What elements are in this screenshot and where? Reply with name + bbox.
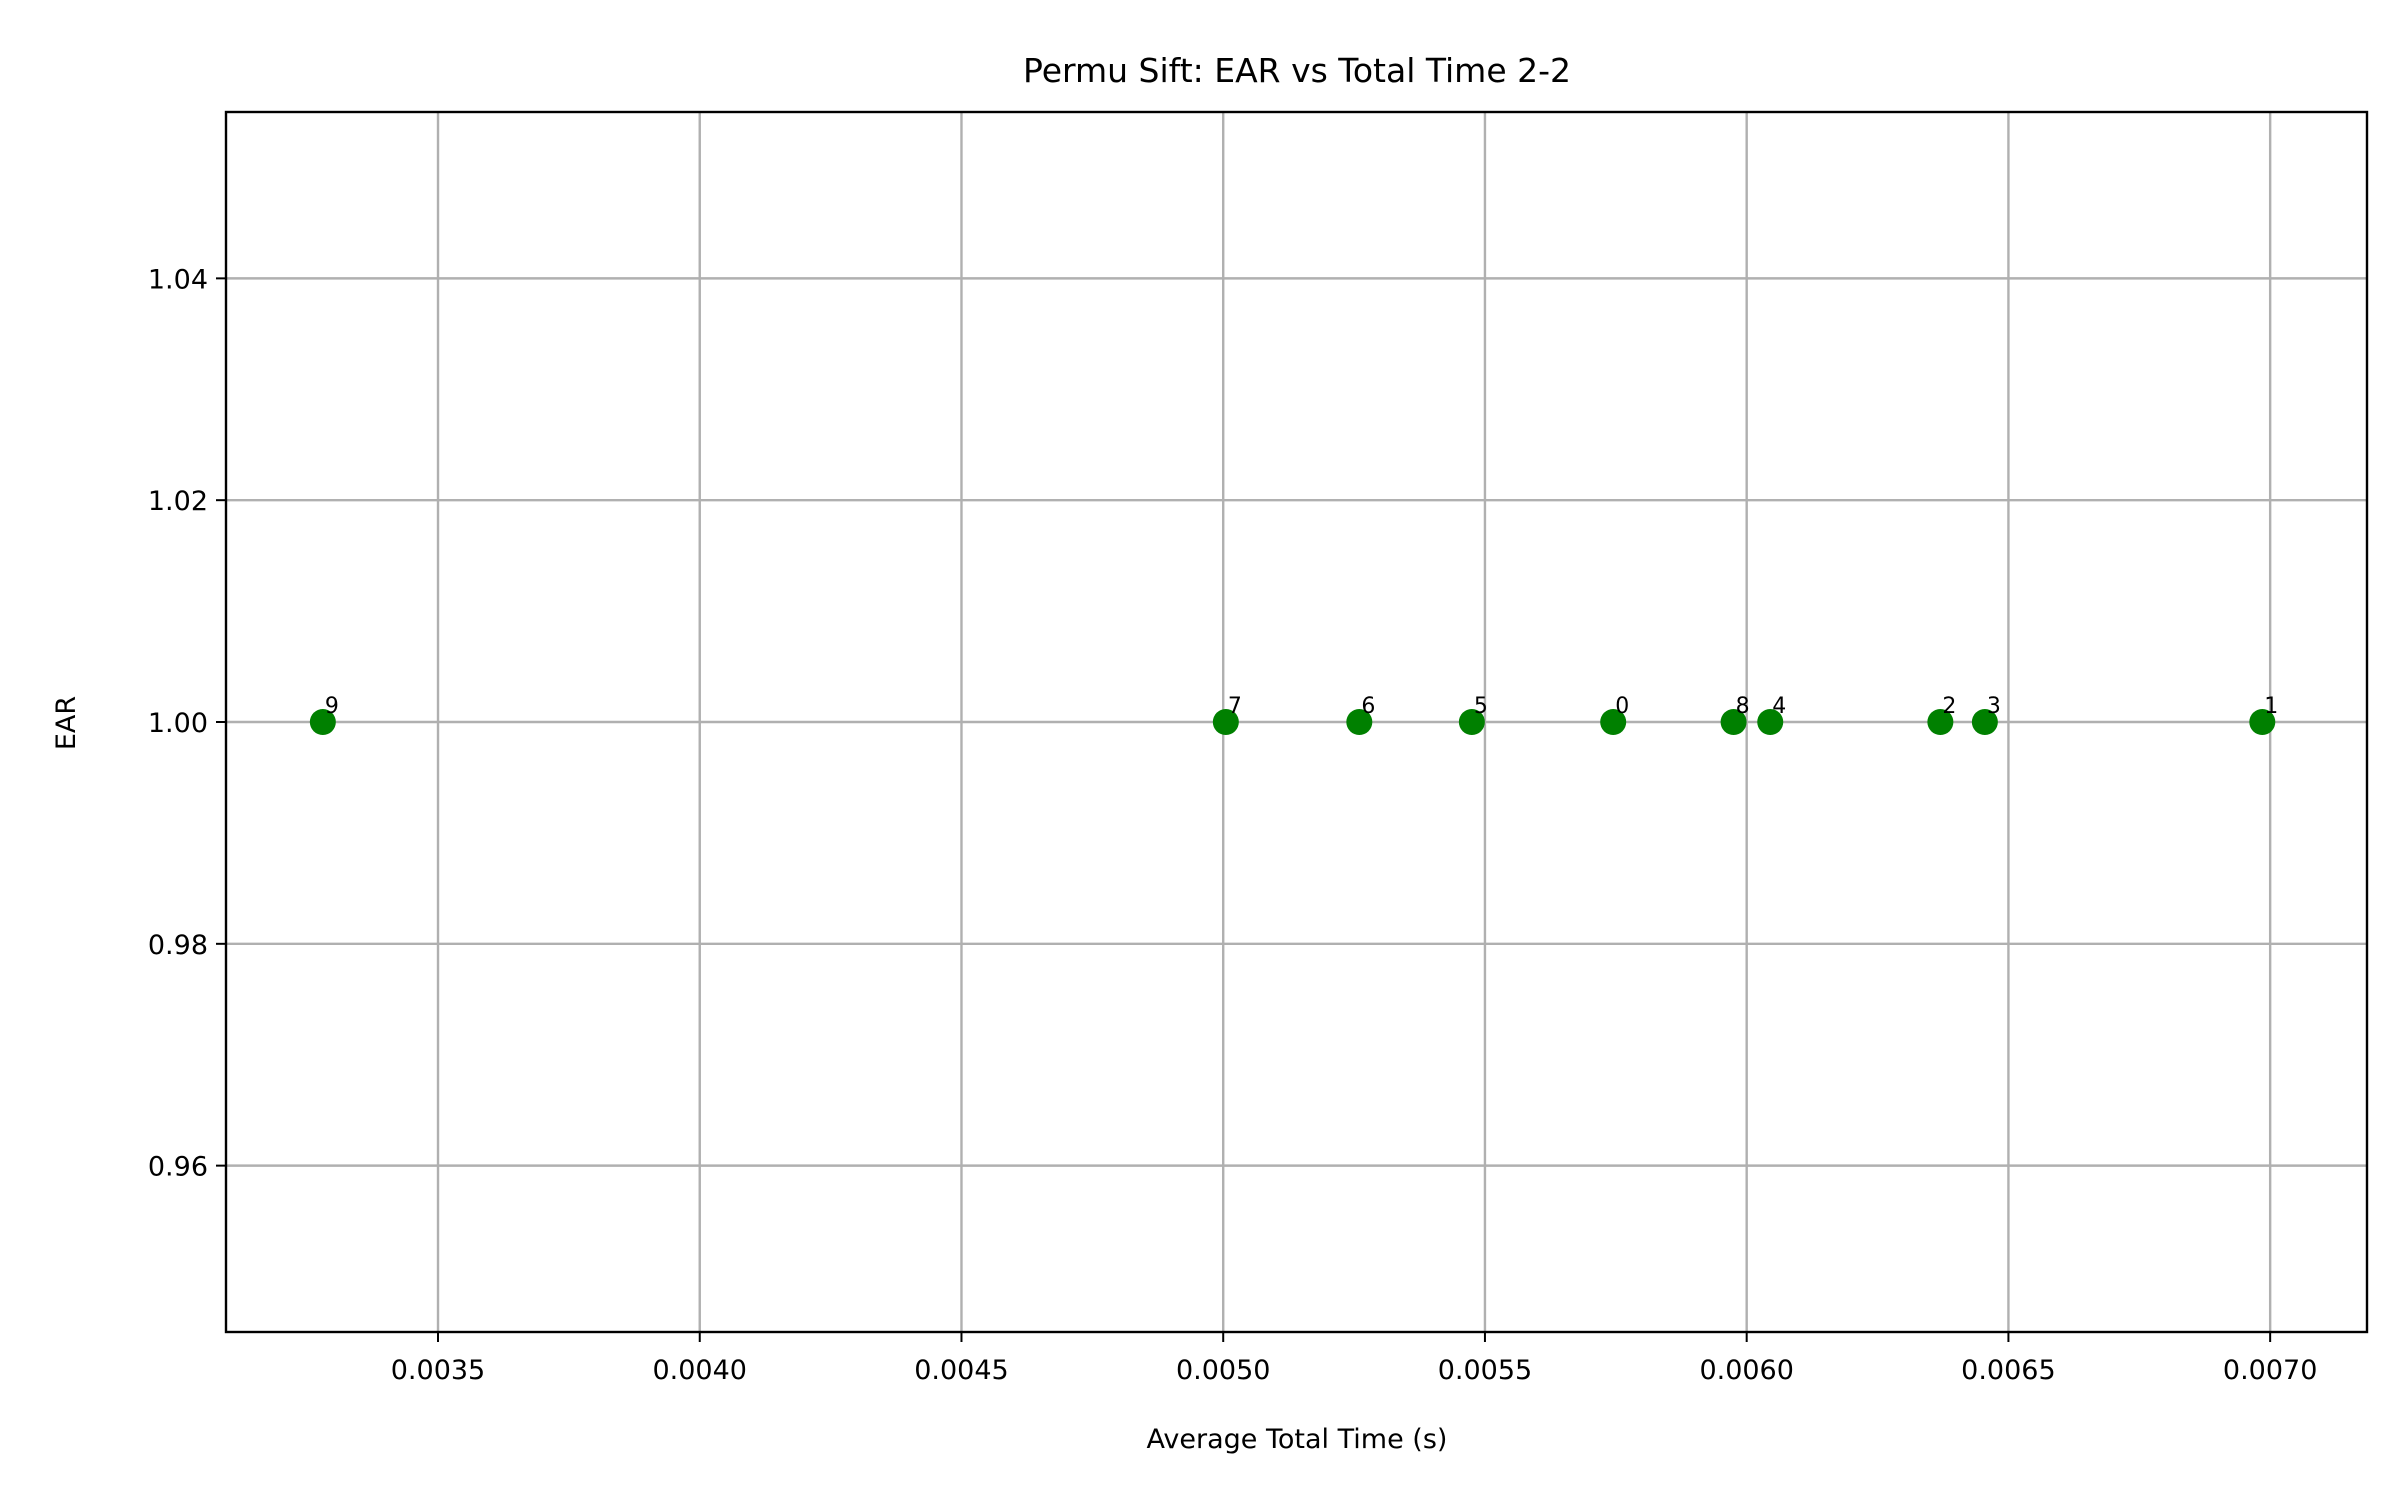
y-tick-label: 1.00: [148, 708, 208, 739]
point-label-5: 5: [1474, 694, 1488, 719]
x-tick-label: 0.0055: [1438, 1355, 1532, 1386]
x-tick-label: 0.0070: [2223, 1355, 2317, 1386]
y-tick-label: 0.98: [148, 930, 208, 961]
data-point-3: [1971, 709, 1998, 735]
chart-title: Permu Sift: EAR vs Total Time 2-2: [1023, 51, 1571, 90]
x-tick-label: 0.0065: [1961, 1355, 2055, 1386]
point-label-1: 1: [2264, 694, 2278, 719]
point-label-2: 2: [1942, 694, 1956, 719]
data-point-0: [1600, 709, 1627, 735]
data-point-6: [1346, 709, 1373, 735]
y-tick-label: 1.04: [148, 264, 208, 295]
axis-ticks: 0.0035 0.0040 0.0045 0.0050 0.0055 0.0060 0.00…: [148, 264, 2318, 1386]
x-tick-label: 0.0060: [1699, 1355, 1793, 1386]
data-point-8: [1720, 709, 1747, 735]
point-label-0: 0: [1615, 694, 1629, 719]
data-point-9: [309, 709, 336, 735]
grid: [226, 112, 2367, 1332]
point-label-6: 6: [1361, 694, 1375, 719]
x-axis-label: Average Total Time (s): [1147, 1424, 1448, 1455]
data-point-5: [1458, 709, 1485, 735]
x-tick-label: 0.0040: [652, 1355, 746, 1386]
x-tick-label: 0.0045: [914, 1355, 1008, 1386]
y-axis-label: EAR: [51, 696, 82, 750]
point-label-7: 7: [1228, 694, 1242, 719]
data-point-1: [2249, 709, 2276, 735]
y-tick-label: 1.02: [148, 486, 208, 517]
point-label-3: 3: [1987, 694, 2001, 719]
data-point-2: [1927, 709, 1954, 735]
x-tick-label: 0.0035: [391, 1355, 485, 1386]
point-label-9: 9: [325, 694, 339, 719]
point-label-4: 4: [1772, 694, 1786, 719]
point-label-8: 8: [1736, 694, 1750, 719]
y-tick-label: 0.96: [148, 1152, 208, 1183]
data-point-4: [1757, 709, 1784, 735]
data-point-7: [1212, 709, 1239, 735]
x-tick-label: 0.0050: [1176, 1355, 1270, 1386]
